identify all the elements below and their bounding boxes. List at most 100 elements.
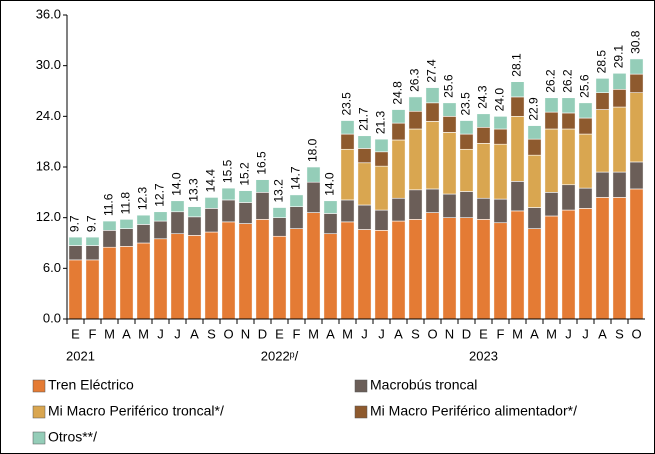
y-tick-label: 24.0	[36, 108, 61, 123]
bar-segment	[221, 199, 236, 223]
bar-segment	[272, 207, 287, 218]
bar-segment	[544, 215, 559, 320]
total-label: 9.7	[85, 215, 99, 232]
y-tick-label: 18.0	[36, 158, 61, 173]
bar-segment	[442, 116, 457, 133]
bar-segment	[408, 110, 423, 130]
bar-segment	[306, 181, 321, 213]
bar-segment	[561, 128, 576, 186]
bar-segment	[425, 121, 440, 190]
bar-segment	[340, 148, 355, 201]
bar-segment	[612, 197, 627, 320]
x-tick-label: J	[174, 326, 181, 341]
bar-segment	[289, 194, 304, 207]
bar-segment	[408, 189, 423, 220]
bar-segment	[459, 217, 474, 320]
bar-segment	[459, 191, 474, 218]
bar-segment	[510, 181, 525, 212]
bar-segment	[221, 221, 236, 320]
bar-segment	[374, 151, 389, 167]
bar-segment	[527, 228, 542, 320]
bar-segment	[102, 220, 117, 231]
bar-segment	[272, 235, 287, 320]
bar-segment	[68, 236, 83, 246]
total-label: 26.2	[561, 69, 575, 93]
bar-segment	[476, 219, 491, 320]
legend-swatch	[354, 379, 368, 393]
total-label: 27.4	[425, 59, 439, 83]
total-label: 11.6	[102, 193, 116, 216]
total-label: 12.3	[136, 186, 150, 210]
total-label: 24.8	[391, 81, 405, 105]
y-tick-label: 30.0	[36, 57, 61, 72]
total-label: 28.5	[595, 50, 609, 74]
x-tick-label: F	[293, 326, 301, 341]
x-tick-label: J	[565, 326, 572, 341]
bar-segment	[357, 229, 372, 320]
bar-segment	[442, 132, 457, 195]
bar-segment	[629, 58, 644, 75]
total-label: 18.0	[306, 138, 320, 162]
bar-segment	[544, 111, 559, 130]
x-tick-label: O	[427, 326, 437, 341]
bar-segment	[102, 246, 117, 320]
x-tick-label: E	[71, 326, 80, 341]
bar-segment	[544, 128, 559, 193]
bar-segment	[153, 238, 168, 320]
bar-segment	[629, 188, 644, 320]
bar-segment	[408, 128, 423, 191]
bar-segment	[255, 179, 270, 193]
bar-segment	[612, 106, 627, 173]
bar-segment	[289, 206, 304, 229]
bar-segment	[170, 233, 185, 320]
x-tick-label: D	[462, 326, 471, 341]
total-label: 14.7	[289, 166, 303, 190]
bar-segment	[204, 208, 219, 233]
bar-segment	[578, 208, 593, 320]
bar-segment	[527, 125, 542, 140]
bar-segment	[374, 138, 389, 153]
bar-segment	[408, 96, 423, 112]
x-tick-label: F	[497, 326, 505, 341]
bar-segment	[595, 109, 610, 173]
bar-segment	[357, 148, 372, 164]
total-label: 12.7	[153, 183, 167, 207]
bar-segment	[527, 138, 542, 156]
bar-segment	[323, 200, 338, 214]
bar-segment	[221, 187, 236, 201]
year-label: 2022ᵖ/	[261, 348, 299, 363]
y-tick-label: 12.0	[36, 209, 61, 224]
total-label: 22.9	[527, 97, 541, 121]
bar-segment	[561, 97, 576, 114]
bar-segment	[136, 242, 151, 320]
y-tick-label: 0.0	[43, 310, 61, 325]
x-tick-label: N	[241, 326, 250, 341]
bar-segment	[442, 193, 457, 218]
bar-segment	[510, 116, 525, 182]
bar-segment	[629, 73, 644, 93]
x-tick-label: M	[342, 326, 353, 341]
x-tick-label: A	[190, 326, 199, 341]
bar-segment	[187, 216, 202, 236]
bar-segment	[527, 154, 542, 208]
bar-segment	[612, 72, 627, 90]
bar-segment	[85, 259, 100, 320]
total-label: 26.2	[544, 69, 558, 93]
bar-segment	[493, 143, 508, 200]
total-label: 16.5	[255, 151, 269, 175]
bar-segment	[459, 120, 474, 135]
x-tick-label: M	[138, 326, 149, 341]
bar-segment	[459, 148, 474, 192]
total-label: 9.7	[68, 215, 82, 232]
bar-segment	[578, 117, 593, 135]
x-tick-label: O	[223, 326, 233, 341]
bar-segment	[578, 187, 593, 209]
bar-segment	[561, 209, 576, 320]
x-tick-label: M	[512, 326, 523, 341]
year-label: 2021	[66, 348, 95, 363]
x-tick-label: D	[258, 326, 267, 341]
bar-segment	[510, 96, 525, 117]
x-tick-label: S	[207, 326, 216, 341]
legend-swatch	[32, 405, 46, 419]
total-label: 11.8	[119, 192, 133, 215]
